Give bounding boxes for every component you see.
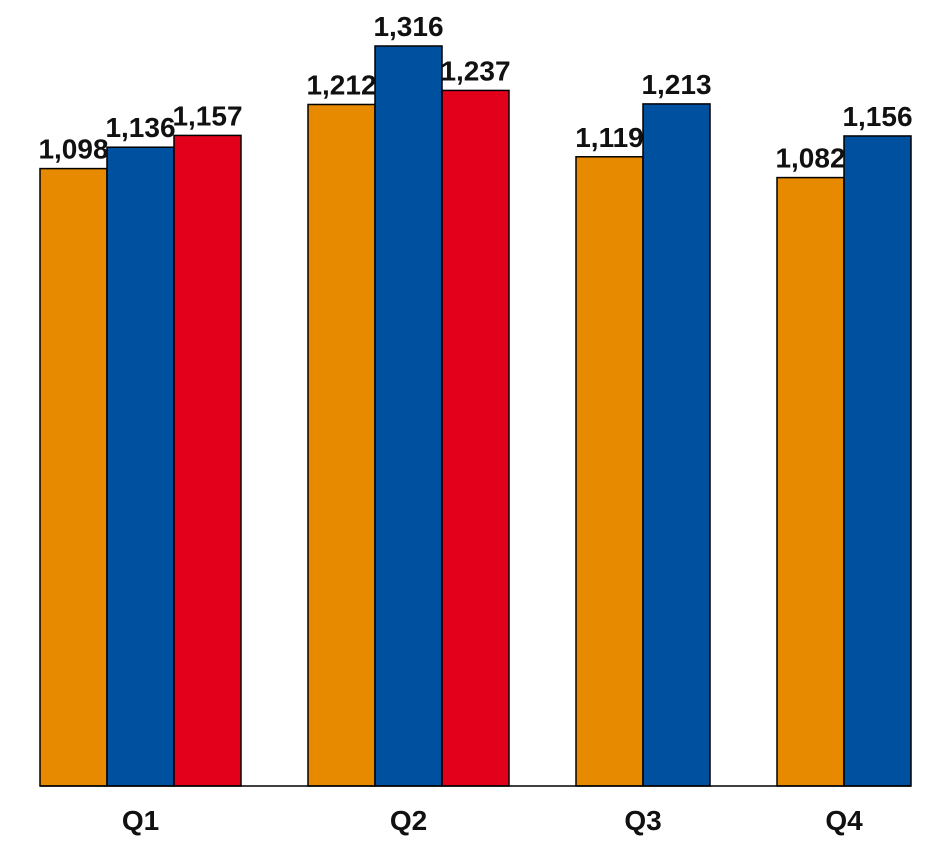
value-label-q2-series-3: 1,237 <box>440 55 510 86</box>
value-label-q4-series-2: 1,156 <box>842 101 912 132</box>
category-label-q4: Q4 <box>825 805 863 836</box>
category-label-q3: Q3 <box>624 805 661 836</box>
bar-q3-series-1 <box>575 156 644 787</box>
bar-q1-series-1 <box>39 167 108 787</box>
value-label-q1-series-2: 1,136 <box>105 112 175 143</box>
bar-q1-series-3 <box>173 134 242 787</box>
bar-q3-series-2 <box>642 103 711 787</box>
value-label-q1-series-3: 1,157 <box>172 100 242 131</box>
value-label-q2-series-1: 1,212 <box>306 69 376 100</box>
bar-q1-series-2 <box>106 146 175 787</box>
value-label-q4-series-1: 1,082 <box>775 143 845 174</box>
category-label-q1: Q1 <box>122 805 159 836</box>
category-label-q2: Q2 <box>390 805 427 836</box>
bars-layer <box>39 45 912 787</box>
bar-q2-series-1 <box>307 103 376 787</box>
value-label-q3-series-2: 1,213 <box>641 69 711 100</box>
bar-q4-series-1 <box>776 176 845 787</box>
value-label-q1-series-1: 1,098 <box>38 134 108 165</box>
bar-q2-series-3 <box>441 89 510 787</box>
value-label-q3-series-1: 1,119 <box>575 122 644 153</box>
category-labels-layer: Q1 Q2 Q3 Q4 <box>122 805 863 836</box>
bar-q4-series-2 <box>843 135 912 787</box>
bar-q2-series-2 <box>374 45 443 787</box>
value-label-q2-series-2: 1,316 <box>373 11 443 42</box>
